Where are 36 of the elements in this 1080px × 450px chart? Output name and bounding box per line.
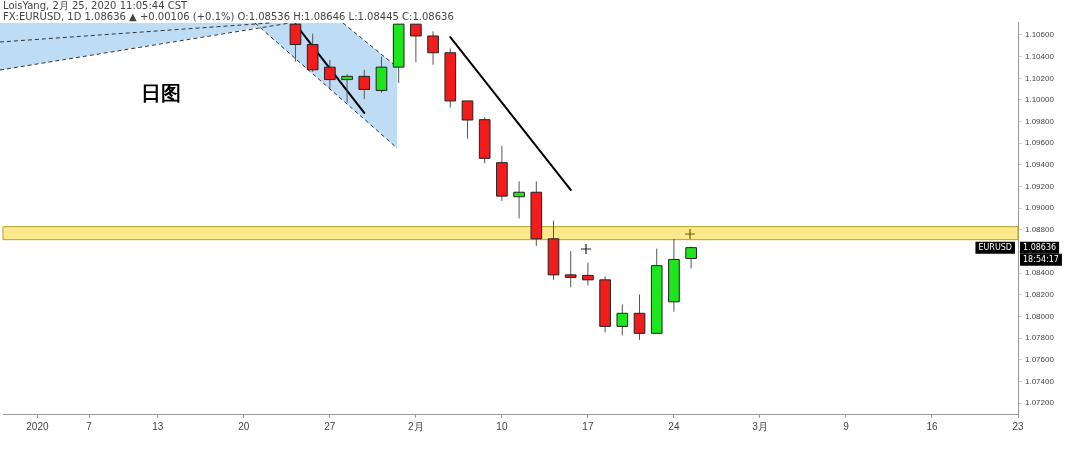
x-tick-label: 24 (668, 420, 680, 432)
x-tick-label: 9 (843, 420, 850, 432)
x-tick-label: 27 (324, 420, 336, 432)
y-tick-label: 1.08800 (1025, 225, 1055, 235)
y-tick-label: 1.09000 (1025, 203, 1055, 213)
x-tick-label: 13 (152, 420, 164, 432)
y-tick-label: 1.08400 (1025, 268, 1055, 278)
x-tick-label: 16 (926, 420, 938, 432)
y-tick-label: 1.10400 (1025, 51, 1055, 61)
y-tick-label: 1.09400 (1025, 160, 1055, 170)
y-tick-label: 1.07600 (1025, 355, 1055, 365)
y-tick-label: 1.09200 (1025, 181, 1055, 191)
y-tick-label: 1.07800 (1025, 333, 1055, 343)
y-tick-label: 1.07200 (1025, 398, 1055, 408)
x-tick-label: 3月 (752, 420, 768, 432)
y-tick-label: 1.07400 (1025, 376, 1055, 386)
x-tick-label: 10 (496, 420, 508, 432)
text: 18:54:17 (1023, 254, 1059, 264)
x-tick-label: 7 (86, 420, 93, 432)
x-tick-label: 20 (238, 420, 250, 432)
y-tick-label: 1.09800 (1025, 116, 1055, 126)
y-tick-label: 1.08000 (1025, 311, 1055, 321)
annotation: EURUSD (978, 242, 1012, 252)
x-tick-label: 2月 (408, 420, 424, 432)
chart-title: LoisYang, 2月 25, 2020 11:05:44 CST (3, 0, 188, 11)
y-tick-label: 1.10600 (1025, 30, 1055, 40)
annotation: 1.08636 (1023, 242, 1057, 252)
y-tick-label: 1.09600 (1025, 138, 1055, 148)
y-tick-label: 1.10200 (1025, 73, 1055, 83)
x-tick-label: 2020 (26, 420, 49, 432)
x-tick-label: 23 (1012, 420, 1024, 432)
annotation: 日图 (141, 81, 181, 106)
x-tick-label: 17 (582, 420, 594, 432)
chart-subtitle: FX:EURUSD, 1D 1.08636 ▲ +0.00106 (+0.1%) O:1.08536 H:1.08646 L:1.08445 C:1.08636 (3, 11, 454, 22)
y-tick-label: 1.10000 (1025, 95, 1055, 105)
y-tick-label: 1.08200 (1025, 290, 1055, 300)
